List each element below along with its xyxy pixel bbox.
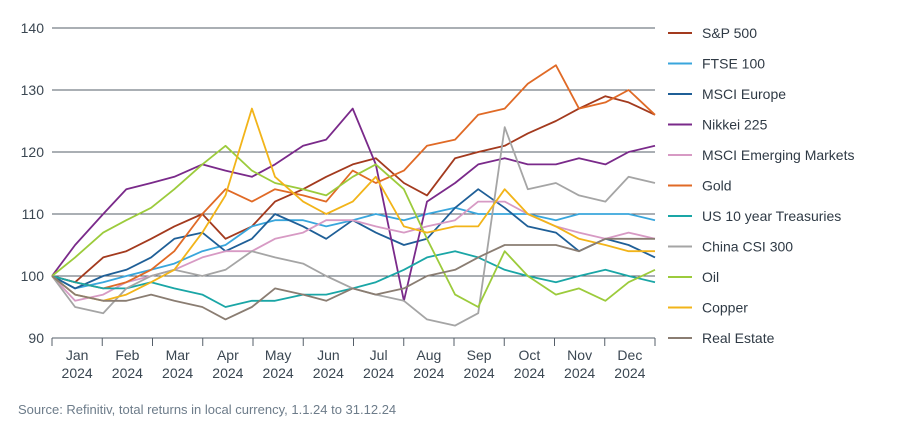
- x-tick-label: 2024: [614, 365, 645, 381]
- y-tick-label: 140: [21, 20, 45, 36]
- x-tick-label: Jan: [66, 347, 89, 363]
- x-tick-label: 2024: [263, 365, 294, 381]
- legend-label: Copper: [702, 300, 748, 316]
- series-line: [51, 107, 656, 302]
- x-tick-label: 2024: [212, 365, 243, 381]
- legend-label: S&P 500: [702, 25, 757, 41]
- legend-label: Nikkei 225: [702, 117, 768, 133]
- source-note: Source: Refinitiv, total returns in loca…: [18, 402, 397, 417]
- x-tick-label: Mar: [166, 347, 190, 363]
- x-tick-label: 2024: [464, 365, 495, 381]
- legend-label: Real Estate: [702, 330, 775, 346]
- x-tick-label: Jun: [317, 347, 340, 363]
- x-tick-label: Sep: [467, 347, 492, 363]
- legend-label: MSCI Emerging Markets: [702, 147, 854, 163]
- x-tick-label: 2024: [363, 365, 394, 381]
- y-tick-label: 130: [21, 82, 45, 98]
- x-tick-label: Oct: [518, 347, 540, 363]
- series-line: [51, 107, 655, 302]
- legend-label: China CSI 300: [702, 239, 793, 255]
- x-tick-label: 2024: [514, 365, 545, 381]
- x-tick-label: Apr: [217, 347, 239, 363]
- legend-label: MSCI Europe: [702, 86, 786, 102]
- series-line: [51, 95, 656, 284]
- x-tick-label: Jul: [370, 347, 388, 363]
- legend-label: Gold: [702, 178, 732, 194]
- legend-label: FTSE 100: [702, 56, 765, 72]
- series-line: [51, 144, 656, 308]
- x-tick-label: 2024: [564, 365, 595, 381]
- x-tick-label: Aug: [416, 347, 441, 363]
- legend-label: Oil: [702, 269, 719, 285]
- x-tick-label: 2024: [112, 365, 143, 381]
- x-tick-label: May: [265, 347, 291, 363]
- x-tick-label: 2024: [62, 365, 93, 381]
- x-tick-label: Dec: [617, 347, 642, 363]
- y-tick-label: 110: [22, 206, 45, 222]
- y-tick-label: 90: [28, 330, 44, 346]
- series-line: [51, 64, 656, 290]
- x-tick-label: Nov: [567, 347, 592, 363]
- x-tick-label: 2024: [162, 365, 193, 381]
- legend-label: US 10 year Treasuries: [702, 208, 841, 224]
- x-tick-label: 2024: [313, 365, 344, 381]
- x-tick-label: Feb: [115, 347, 139, 363]
- series-line: [51, 237, 655, 321]
- y-tick-label: 100: [21, 268, 45, 284]
- series-line: [51, 250, 656, 308]
- y-tick-label: 120: [21, 144, 45, 160]
- x-tick-label: 2024: [413, 365, 444, 381]
